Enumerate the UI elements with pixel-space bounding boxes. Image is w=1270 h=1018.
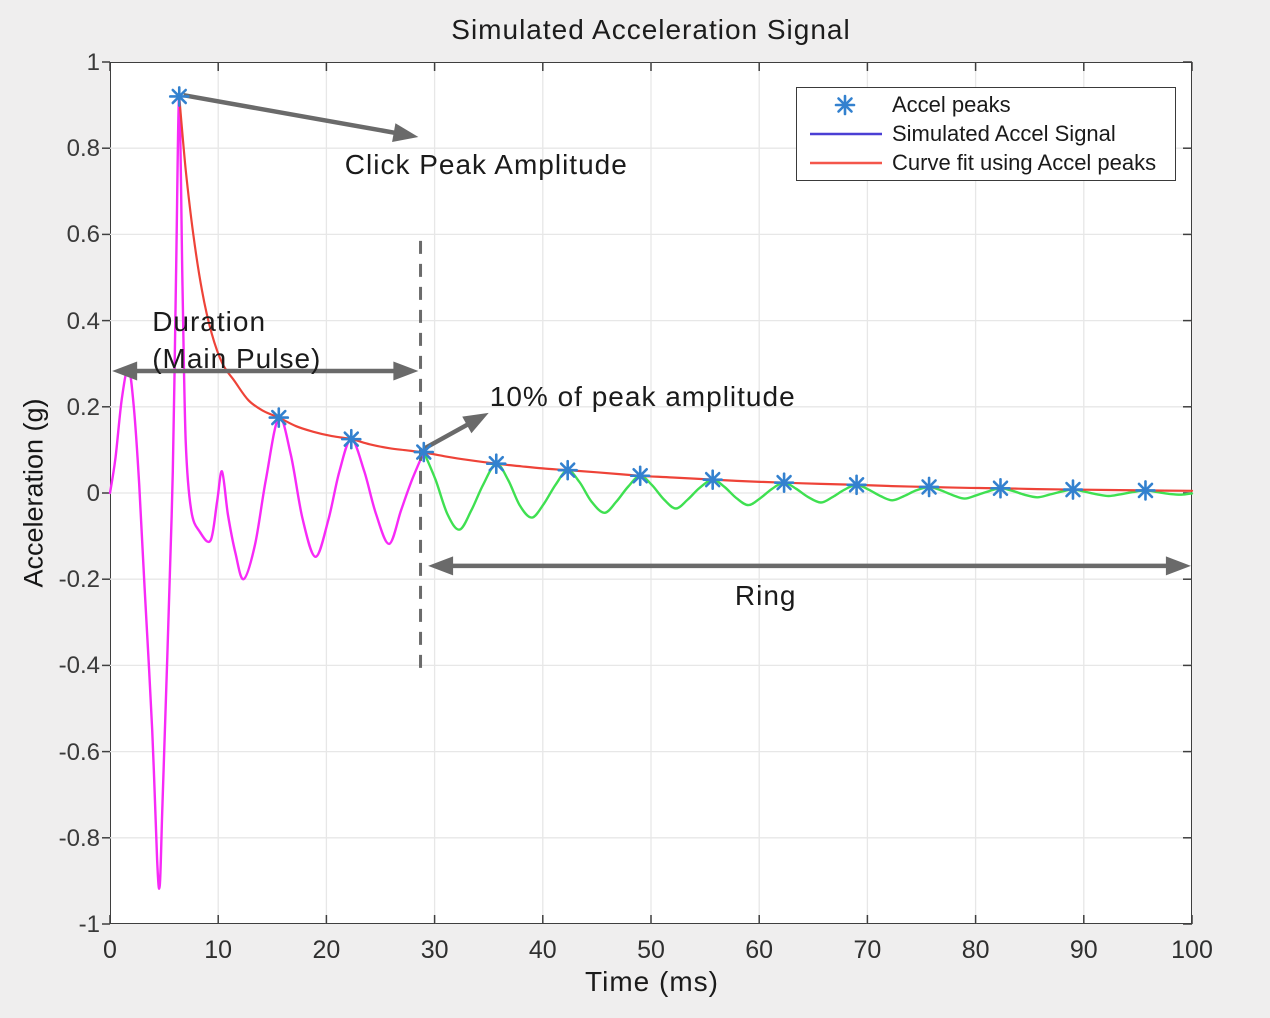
grid-lines bbox=[110, 62, 1192, 924]
x-tick-label: 80 bbox=[961, 936, 990, 964]
x-tick-label: 50 bbox=[637, 936, 665, 964]
x-tick-label: 20 bbox=[312, 936, 341, 964]
y-tick-label: 0.4 bbox=[66, 307, 100, 335]
y-tick-label: -1 bbox=[78, 911, 100, 938]
x-tick-label: 40 bbox=[528, 936, 557, 964]
y-tick-label: -0.2 bbox=[58, 566, 100, 594]
y-tick-label: -0.6 bbox=[58, 738, 100, 766]
y-tick-label: -0.8 bbox=[58, 824, 100, 852]
legend-entry: Accel peaks bbox=[797, 91, 1175, 119]
accel-peak-marker[interactable] bbox=[340, 428, 362, 450]
x-tick-label: 10 bbox=[204, 936, 233, 964]
legend-entry-label: Simulated Accel Signal bbox=[892, 120, 1116, 146]
x-tick-label: 30 bbox=[420, 936, 449, 964]
accel-peak-marker[interactable] bbox=[990, 477, 1011, 499]
y-tick-label: 0.6 bbox=[66, 221, 100, 249]
duration-label: Duration (Main Pulse) bbox=[152, 306, 322, 375]
legend: Accel peaks Simulated Accel Signal Curve f… bbox=[796, 87, 1176, 181]
accel-peak-marker[interactable] bbox=[702, 469, 723, 490]
ring-arrow bbox=[428, 556, 1191, 576]
x-tick-label: 70 bbox=[853, 936, 882, 964]
accel-peak-marker[interactable] bbox=[846, 474, 867, 496]
accel-peak-marker[interactable] bbox=[413, 441, 435, 463]
y-tick-label: 0.8 bbox=[66, 135, 100, 163]
accel-peak-marker[interactable] bbox=[168, 86, 190, 107]
x-axis-label: Time (ms) bbox=[585, 966, 719, 997]
ten-percent-label: 10% of peak amplitude bbox=[489, 380, 796, 412]
accel-peak-marker[interactable] bbox=[485, 453, 507, 474]
legend-entry-label: Curve fit using Accel peaks bbox=[892, 149, 1157, 175]
x-tick-label: 60 bbox=[745, 936, 774, 964]
chart-title: Simulated Acceleration Signal bbox=[451, 14, 851, 45]
line-sample-icon bbox=[797, 123, 892, 145]
accel-peak-marker[interactable] bbox=[629, 465, 651, 487]
y-tick-label: 1 bbox=[86, 49, 100, 76]
series-ring-signal bbox=[422, 450, 1194, 531]
duration-arrow bbox=[112, 361, 419, 381]
accel-peak-marker[interactable] bbox=[773, 472, 795, 493]
legend-entry: Curve fit using Accel peaks bbox=[797, 149, 1175, 177]
series-main-pulse-signal bbox=[108, 95, 425, 890]
accel-peak-marker[interactable] bbox=[268, 407, 290, 428]
y-tick-label: -0.4 bbox=[58, 652, 100, 680]
x-tick-label: 0 bbox=[103, 936, 117, 964]
y-tick-label: 0.2 bbox=[66, 393, 100, 421]
legend-entry: Simulated Accel Signal bbox=[797, 120, 1175, 148]
accel-peak-marker[interactable] bbox=[557, 459, 578, 481]
accel-peak-marker[interactable] bbox=[1135, 480, 1156, 501]
line-sample-icon bbox=[797, 152, 892, 174]
x-tick-label: 100 bbox=[1171, 936, 1213, 964]
tick-marks bbox=[102, 61, 1193, 925]
x-tick-label: 90 bbox=[1069, 936, 1098, 964]
ring-label: Ring bbox=[734, 580, 797, 612]
accel-peak-marker[interactable] bbox=[1062, 479, 1084, 500]
legend-entry-label: Accel peaks bbox=[892, 92, 1011, 118]
accel-peak-markers[interactable] bbox=[168, 86, 1156, 501]
y-tick-label: 0 bbox=[86, 480, 100, 507]
accel-peak-marker[interactable] bbox=[918, 476, 940, 498]
click-peak-label: Click Peak Amplitude bbox=[344, 149, 628, 181]
click-peak-arrow bbox=[183, 92, 419, 142]
asterisk-marker-icon bbox=[797, 94, 892, 116]
ten-percent-arrow bbox=[423, 412, 489, 451]
